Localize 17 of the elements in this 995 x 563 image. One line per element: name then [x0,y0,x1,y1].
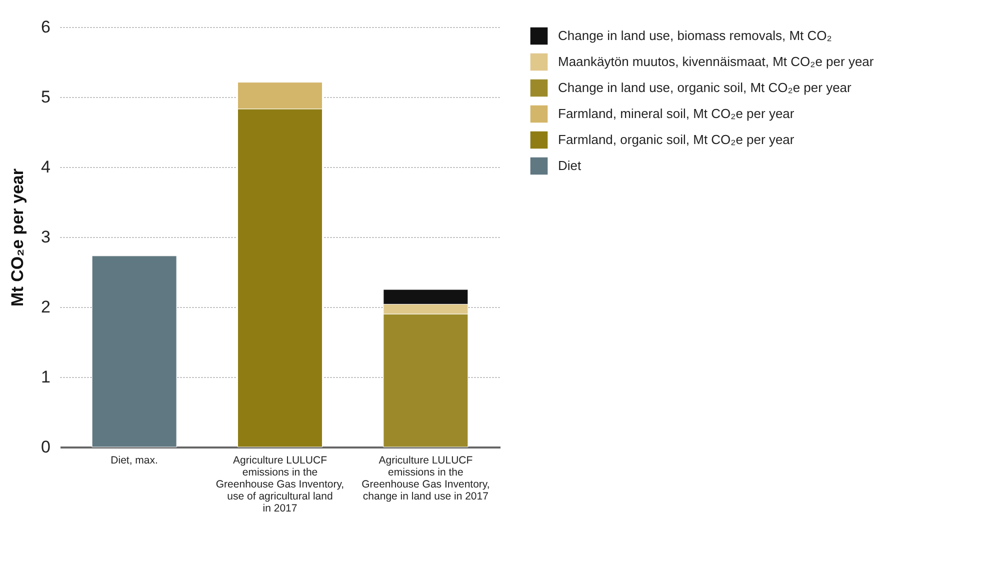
legend-label: Maankäytön muutos, kivennäismaat, Mt CO₂e per year [558,54,874,69]
legend-label: Change in land use, organic soil, Mt CO₂e per year [558,80,852,95]
y-tick-label: 0 [41,438,50,456]
legend-label: Farmland, organic soil, Mt CO₂e per year [558,132,795,147]
y-tick-label: 1 [41,368,50,386]
legend-label: Diet [558,158,582,173]
x-tick-label: Diet, max. [110,454,158,466]
x-tick-label: Agriculture LULUCF emissions in the Greenhouse Gas Inventory, change in land use in 2017 [362,454,490,502]
y-tick-label: 4 [41,158,50,176]
legend-label: Change in land use, biomass removals, Mt CO₂ [558,28,832,43]
y-axis-title: Mt CO₂e per year [8,168,28,306]
y-tick-label: 2 [41,298,50,316]
y-tick-label: 6 [41,18,50,36]
x-tick-label: Agriculture LULUCF emissions in the Greenhouse Gas Inventory, use of agricultural land in 2017 [216,454,344,514]
y-tick-label: 3 [41,228,50,246]
y-tick-label: 5 [41,88,50,106]
legend-label: Farmland, mineral soil, Mt CO₂e per year [558,106,795,121]
